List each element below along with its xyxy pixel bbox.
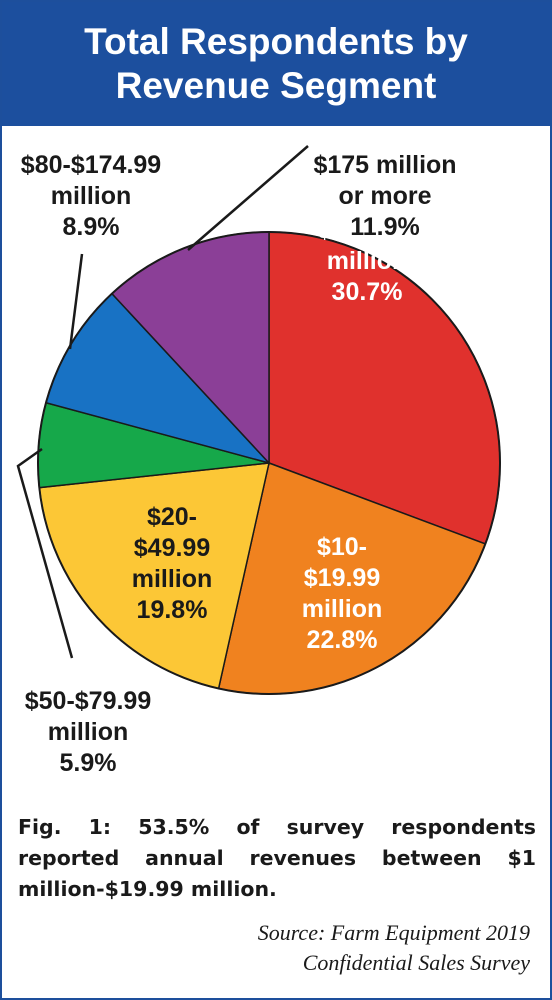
- slice-label-50-79-99: $50-$79.99 million 5.9%: [24, 687, 152, 777]
- slice-label-1-9-99: $1-$9.99 million 30.7%: [317, 216, 417, 306]
- leader-line-50-79-99: [16, 447, 74, 659]
- slice-label-175-plus: $175 million or more 11.9%: [313, 151, 457, 241]
- leader-line-80-174-99: [68, 253, 84, 350]
- leader-line-175-plus: [187, 145, 309, 251]
- chart-header: Total Respondents by Revenue Segment: [2, 2, 550, 126]
- source-note: Source: Farm Equipment 2019 Confidential…: [257, 920, 530, 975]
- pie-chart: [16, 145, 501, 695]
- chart-title: Total Respondents by Revenue Segment: [84, 21, 468, 106]
- slice-label-80-174-99: $80-$174.99 million 8.9%: [20, 151, 162, 241]
- slice-label-20-49-99: $20- $49.99 million 19.8%: [131, 503, 213, 624]
- figure-caption: Fig. 1: 53.5% of survey respondents repo…: [18, 815, 536, 901]
- slice-label-10-19-99: $10- $19.99 million 22.8%: [301, 533, 383, 654]
- pie-outline: [37, 231, 501, 695]
